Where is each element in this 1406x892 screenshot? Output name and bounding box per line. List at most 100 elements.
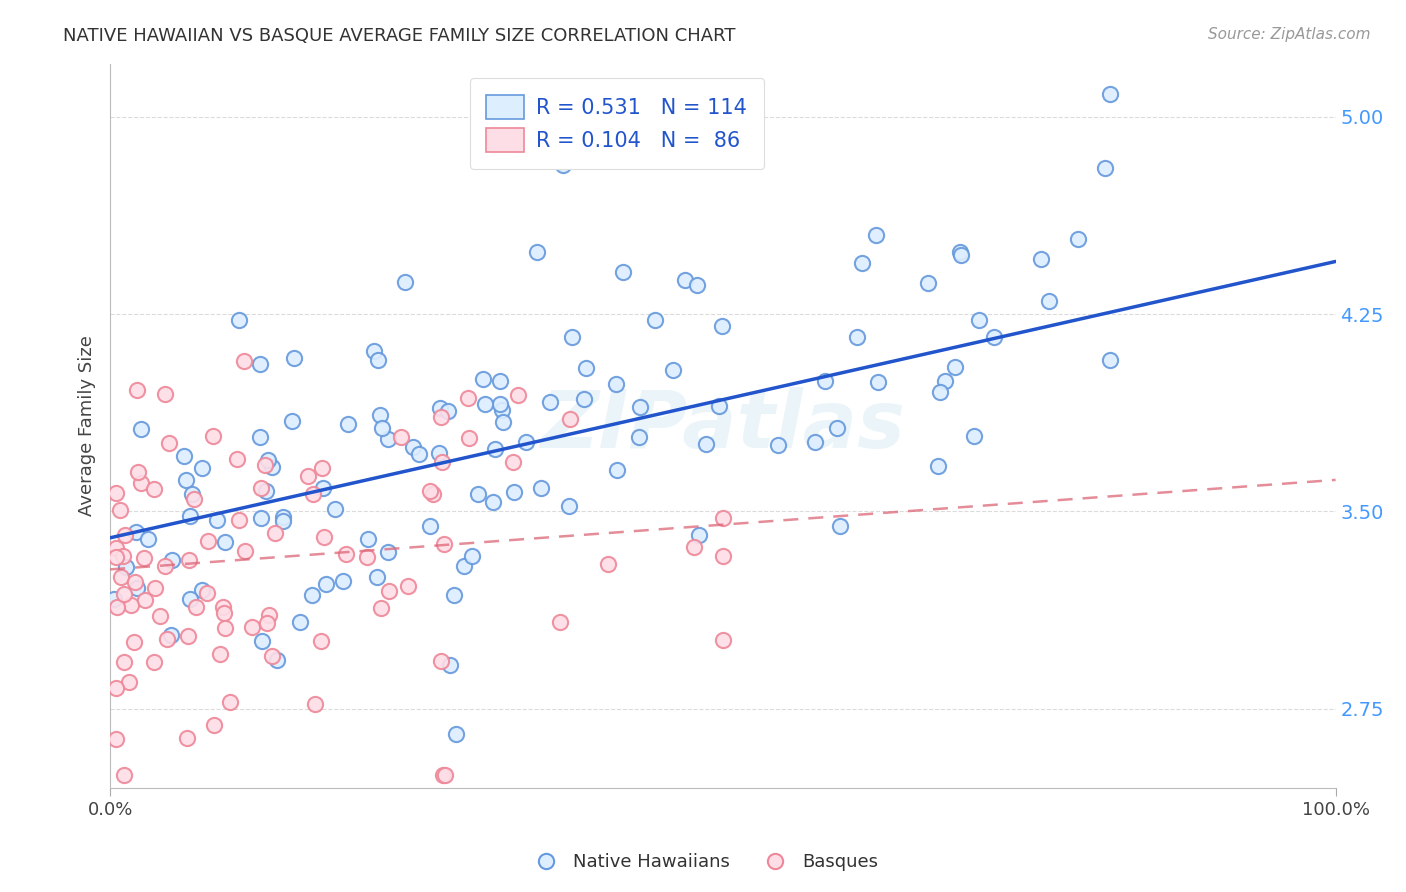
- Text: ZIPatlas: ZIPatlas: [540, 387, 905, 465]
- Point: [228, 313, 250, 327]
- Point: [176, 731, 198, 745]
- Point: [377, 545, 399, 559]
- Point: [707, 400, 730, 414]
- Point: [257, 452, 280, 467]
- Point: [949, 245, 972, 260]
- Point: [249, 357, 271, 371]
- Point: [332, 574, 354, 589]
- Point: [927, 459, 949, 474]
- Point: [315, 577, 337, 591]
- Point: [419, 484, 441, 499]
- Point: [949, 247, 972, 261]
- Point: [551, 158, 574, 172]
- Point: [433, 537, 456, 551]
- Point: [612, 265, 634, 279]
- Point: [484, 442, 506, 456]
- Point: [430, 654, 453, 668]
- Point: [596, 557, 619, 571]
- Point: [264, 526, 287, 541]
- Point: [250, 633, 273, 648]
- Point: [142, 655, 165, 669]
- Point: [943, 360, 966, 375]
- Point: [432, 767, 454, 781]
- Point: [233, 544, 256, 558]
- Point: [1067, 232, 1090, 246]
- Point: [240, 620, 263, 634]
- Point: [311, 460, 333, 475]
- Point: [297, 468, 319, 483]
- Point: [662, 363, 685, 377]
- Point: [489, 397, 512, 411]
- Point: [157, 436, 180, 450]
- Point: [174, 473, 197, 487]
- Point: [363, 344, 385, 359]
- Point: [453, 558, 475, 573]
- Point: [502, 484, 524, 499]
- Point: [195, 586, 218, 600]
- Point: [967, 312, 990, 326]
- Point: [394, 275, 416, 289]
- Point: [179, 553, 201, 567]
- Point: [281, 414, 304, 428]
- Point: [917, 276, 939, 290]
- Point: [437, 404, 460, 418]
- Point: [159, 628, 181, 642]
- Point: [814, 374, 837, 388]
- Point: [427, 446, 450, 460]
- Point: [202, 718, 225, 732]
- Point: [209, 647, 232, 661]
- Point: [1098, 353, 1121, 368]
- Point: [256, 483, 278, 498]
- Point: [112, 656, 135, 670]
- Point: [572, 392, 595, 406]
- Point: [290, 615, 312, 629]
- Point: [250, 481, 273, 495]
- Point: [105, 485, 128, 500]
- Point: [446, 726, 468, 740]
- Point: [311, 481, 333, 495]
- Point: [491, 403, 513, 417]
- Point: [695, 437, 717, 451]
- Point: [110, 570, 132, 584]
- Point: [114, 528, 136, 542]
- Point: [934, 374, 956, 388]
- Point: [492, 415, 515, 429]
- Point: [336, 417, 359, 432]
- Point: [302, 486, 325, 500]
- Point: [214, 607, 236, 621]
- Point: [489, 374, 512, 388]
- Point: [408, 447, 430, 461]
- Point: [190, 583, 212, 598]
- Point: [710, 318, 733, 333]
- Point: [111, 549, 134, 563]
- Point: [212, 599, 235, 614]
- Point: [366, 569, 388, 583]
- Point: [114, 559, 136, 574]
- Point: [457, 431, 479, 445]
- Point: [112, 586, 135, 600]
- Point: [439, 658, 461, 673]
- Point: [683, 540, 706, 554]
- Point: [105, 732, 128, 747]
- Point: [112, 767, 135, 781]
- Point: [605, 377, 627, 392]
- Point: [125, 525, 148, 540]
- Point: [558, 411, 581, 425]
- Point: [1094, 161, 1116, 175]
- Point: [482, 495, 505, 509]
- Point: [530, 481, 553, 495]
- Point: [378, 583, 401, 598]
- Point: [145, 581, 167, 595]
- Point: [197, 534, 219, 549]
- Point: [538, 394, 561, 409]
- Point: [262, 648, 284, 663]
- Point: [561, 330, 583, 344]
- Point: [120, 598, 142, 612]
- Point: [283, 351, 305, 366]
- Point: [429, 401, 451, 415]
- Point: [257, 608, 280, 623]
- Point: [1038, 293, 1060, 308]
- Point: [249, 430, 271, 444]
- Point: [471, 372, 494, 386]
- Point: [526, 244, 548, 259]
